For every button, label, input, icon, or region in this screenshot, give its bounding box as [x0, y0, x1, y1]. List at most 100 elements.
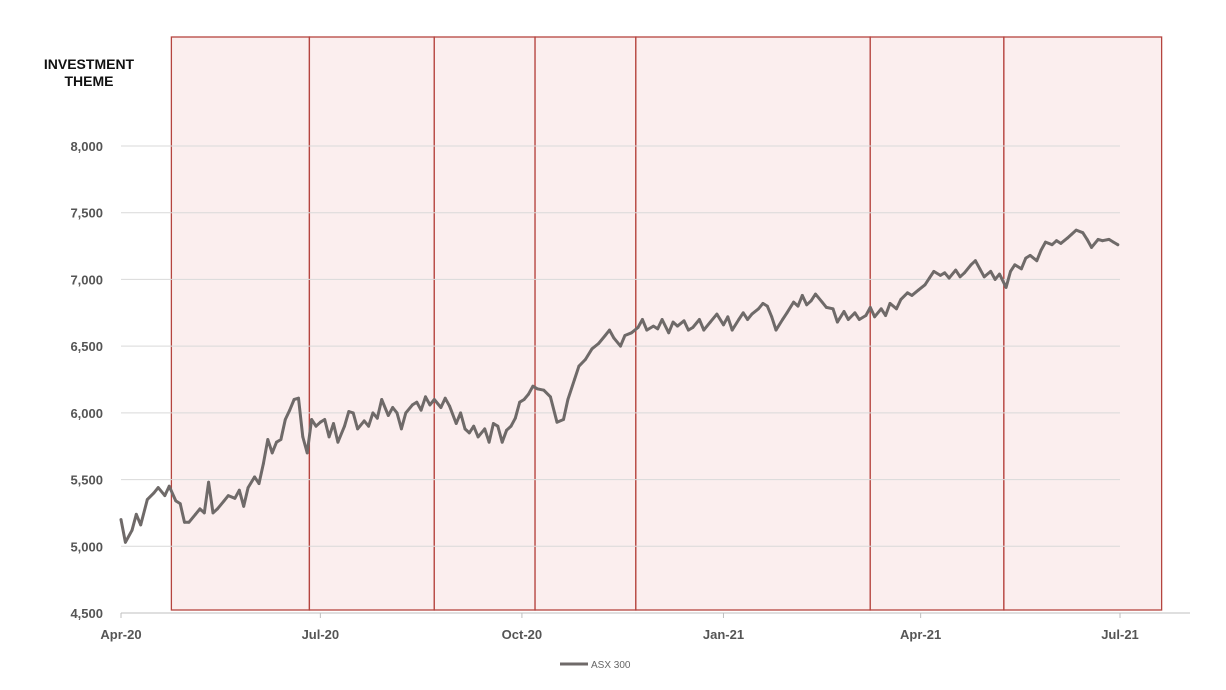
data-point — [989, 270, 993, 273]
data-point — [656, 327, 660, 331]
data-point — [292, 398, 296, 401]
data-point — [741, 311, 745, 315]
data-point — [853, 311, 857, 315]
data-point — [974, 259, 977, 263]
data-point — [687, 328, 690, 332]
data-point — [505, 428, 508, 432]
data-point — [820, 300, 824, 304]
data-point — [671, 320, 675, 324]
data-point — [531, 384, 535, 388]
data-point — [958, 275, 962, 279]
data-point — [443, 396, 447, 400]
data-point — [577, 364, 581, 368]
data-point — [327, 435, 331, 439]
data-point — [270, 451, 274, 455]
data-point — [645, 328, 649, 332]
data-point — [1050, 243, 1054, 247]
data-point — [424, 395, 427, 399]
data-point — [454, 422, 458, 425]
data-point — [868, 306, 872, 309]
data-point — [1096, 238, 1100, 241]
data-point — [932, 270, 936, 273]
data-point — [879, 307, 883, 311]
data-point — [432, 398, 436, 401]
data-point — [765, 304, 769, 308]
data-point — [1039, 248, 1043, 252]
legend-label: ASX 300 — [591, 660, 631, 671]
data-point — [947, 276, 951, 280]
data-point — [842, 310, 846, 313]
data-point — [395, 411, 399, 415]
data-point — [415, 400, 419, 404]
data-point — [496, 424, 500, 428]
data-point — [923, 283, 927, 287]
data-point — [781, 318, 784, 321]
data-point — [836, 320, 839, 324]
data-point — [343, 424, 346, 428]
data-point — [612, 336, 616, 340]
data-point — [770, 315, 774, 319]
data-point — [448, 404, 451, 408]
data-point — [1066, 236, 1069, 240]
y-tick-label: 5,500 — [70, 473, 103, 488]
data-point — [404, 411, 408, 415]
data-point — [262, 462, 265, 465]
data-point — [584, 358, 587, 361]
data-point — [283, 418, 287, 421]
data-point — [796, 304, 800, 308]
data-point — [809, 299, 813, 303]
theme-band-2 — [308, 36, 435, 611]
data-point — [623, 334, 627, 337]
data-point — [237, 488, 241, 492]
y-tick-label: 6,500 — [70, 339, 103, 354]
data-point — [174, 499, 178, 503]
data-point — [222, 499, 226, 503]
data-point — [978, 267, 982, 271]
data-point — [380, 398, 384, 401]
data-point — [726, 315, 730, 319]
data-point — [1085, 238, 1089, 241]
data-point — [156, 486, 160, 489]
data-point — [319, 420, 322, 424]
data-point — [562, 418, 565, 421]
theme-bands — [170, 36, 1163, 611]
data-point — [332, 422, 335, 425]
data-point — [375, 416, 379, 420]
data-point — [761, 302, 765, 305]
data-point — [785, 311, 789, 315]
data-point — [857, 318, 861, 321]
data-point — [555, 420, 559, 424]
y-tick-label: 5,000 — [70, 539, 103, 554]
data-point — [310, 418, 313, 421]
data-point — [873, 315, 876, 319]
data-point — [737, 318, 741, 321]
data-point — [347, 410, 351, 413]
x-tick-label: Jul-21 — [1101, 627, 1139, 642]
data-point — [183, 520, 186, 524]
data-point — [411, 403, 414, 407]
data-point — [500, 440, 504, 444]
data-point — [513, 416, 517, 420]
x-tick-label: Jan-21 — [703, 627, 744, 642]
data-point — [660, 318, 664, 321]
data-point — [641, 318, 644, 321]
data-point — [928, 276, 931, 280]
data-point — [487, 440, 491, 444]
data-point — [954, 268, 958, 272]
data-point — [1028, 254, 1032, 257]
theme-band-6 — [869, 36, 1005, 611]
data-point — [391, 406, 395, 409]
data-point — [266, 438, 270, 441]
data-point — [492, 422, 495, 425]
data-point — [351, 411, 355, 415]
data-point — [1035, 259, 1039, 263]
data-point — [279, 438, 283, 441]
data-point — [428, 403, 432, 407]
data-point — [305, 451, 309, 455]
x-tick-label: Jul-20 — [302, 627, 340, 642]
data-point — [211, 511, 215, 515]
data-point — [463, 427, 467, 431]
data-point — [825, 306, 828, 309]
data-point — [702, 328, 706, 332]
data-point — [336, 440, 340, 444]
